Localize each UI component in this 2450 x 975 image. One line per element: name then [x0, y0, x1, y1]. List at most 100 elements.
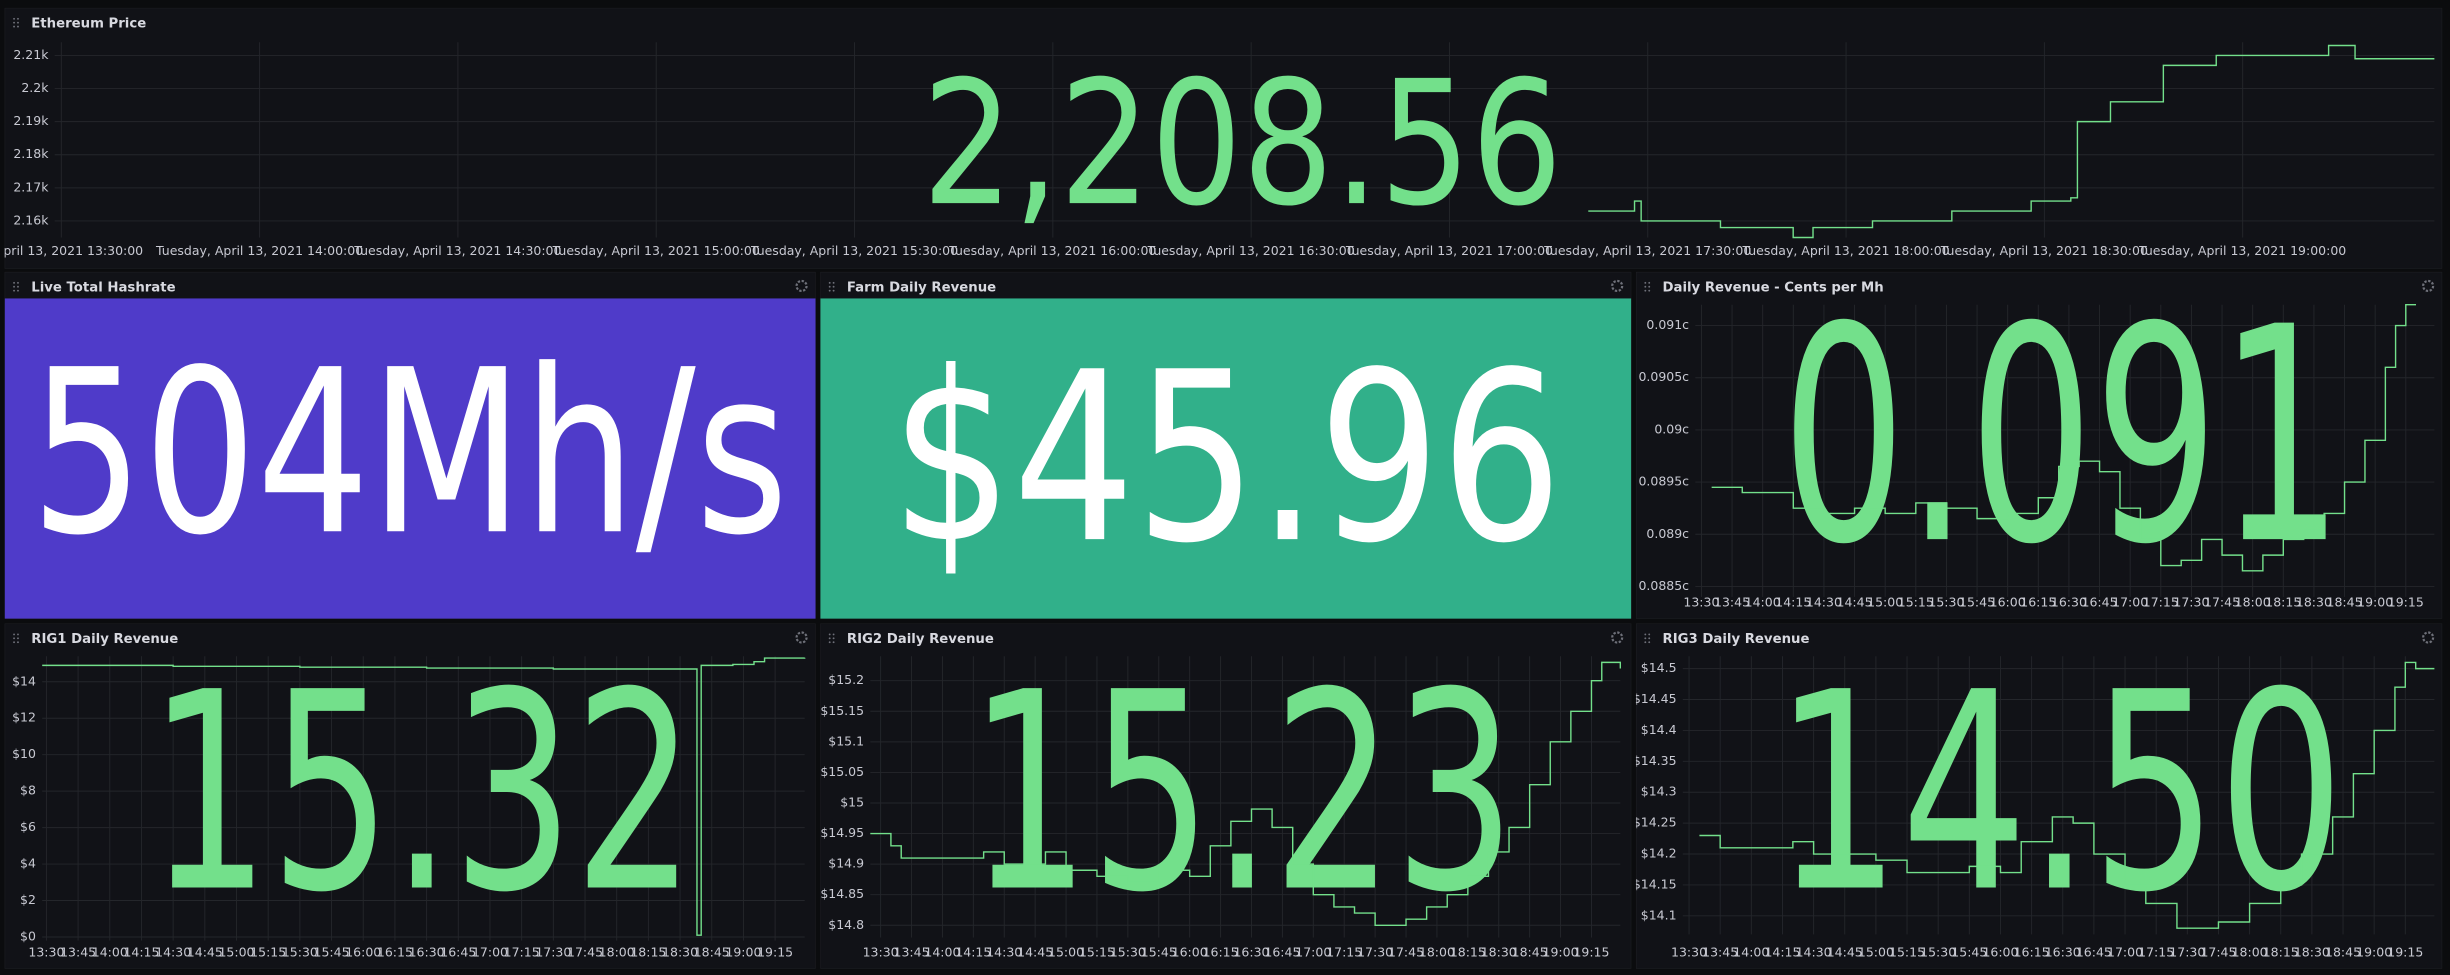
y-tick-label: 2.17k — [13, 179, 49, 194]
drag-dot — [832, 289, 835, 292]
drag-dot — [17, 281, 19, 284]
drag-dot — [13, 281, 15, 284]
y-tick-label: 2.2k — [21, 80, 49, 95]
x-tick-label: Tuesday, April 13, 2021 19:00:00 — [2138, 243, 2346, 258]
y-tick-label: $14.25 — [1633, 815, 1677, 830]
x-tick-label: 19:15 — [2388, 595, 2424, 610]
x-tick-label: 15:15 — [1898, 595, 1934, 610]
settings-icon[interactable] — [1611, 279, 1624, 293]
drag-dot — [1648, 641, 1651, 644]
x-tick-label: 17:45 — [2204, 595, 2240, 610]
x-tick-label: 14:00 — [92, 945, 128, 960]
x-tick-label: 13:45 — [1714, 595, 1750, 610]
settings-icon[interactable] — [795, 279, 808, 293]
panel: RIG1 Daily Revenue $0 $2 $4 $6 $8 $10 $12 $14 13:… — [4, 623, 816, 969]
x-tick-label: 16:15 — [2014, 945, 2050, 960]
x-tick-label: 19:00 — [1543, 945, 1579, 960]
drag-dot — [1648, 633, 1651, 636]
stat-bg — [4, 298, 816, 619]
drag-dot — [17, 637, 19, 640]
y-tick-label: $15 — [840, 794, 864, 809]
drag-dot — [1644, 641, 1647, 644]
x-tick-label: 16:15 — [1203, 945, 1239, 960]
drag-dot — [832, 641, 835, 644]
drag-dot — [13, 21, 15, 24]
y-tick-label: $14.35 — [1633, 753, 1677, 768]
drag-dot — [1644, 633, 1647, 636]
panel: Ethereum Price 2.16k 2.17k 2.18k 2.19k 2.2k 2.… — [4, 7, 2443, 269]
x-tick-label: 15:30 — [282, 945, 318, 960]
y-tick-label: $14.5 — [1641, 660, 1677, 675]
drag-dot — [828, 281, 831, 284]
drag-dot — [828, 285, 831, 288]
x-tick-label: 15:00 — [218, 945, 254, 960]
x-tick-label: 14:45 — [1017, 945, 1053, 960]
x-tick-label: 14:00 — [1745, 595, 1781, 610]
x-tick-label: 17:00 — [1295, 945, 1331, 960]
x-tick-label: 15:15 — [1889, 945, 1925, 960]
x-tick-label: 15:30 — [1920, 945, 1956, 960]
panel-bg — [1635, 271, 2443, 619]
drag-dot — [17, 641, 19, 644]
drag-dot — [828, 641, 831, 644]
x-tick-label: 17:15 — [2138, 945, 2174, 960]
settings-icon[interactable] — [795, 631, 808, 644]
x-tick-label: 17:00 — [472, 945, 508, 960]
panel: RIG2 Daily Revenue $14.8 $14.85 $14.9 $14.95… — [820, 623, 1632, 969]
x-tick-label: 18:15 — [2263, 945, 2299, 960]
x-tick-label: 15:00 — [1858, 945, 1894, 960]
settings-icon[interactable] — [1611, 631, 1624, 644]
y-tick-label: $14.2 — [1641, 846, 1677, 861]
x-tick-label: 14:45 — [187, 945, 223, 960]
x-tick-label: Tuesday, April 13, 2021 17:00:00 — [1345, 243, 1553, 258]
x-tick-label: 18:00 — [2235, 595, 2271, 610]
x-tick-label: 16:15 — [377, 945, 413, 960]
x-tick-label: 19:15 — [1573, 945, 1609, 960]
y-tick-label: 2.18k — [13, 146, 49, 161]
x-tick-label: 13:30 — [1683, 595, 1719, 610]
x-tick-label: 18:45 — [2327, 595, 2363, 610]
drag-dot — [17, 633, 19, 636]
x-tick-label: 19:00 — [725, 945, 761, 960]
drag-dot — [17, 21, 19, 24]
y-tick-label: $15.2 — [828, 672, 864, 687]
y-tick-label: 0.0905c — [1638, 369, 1689, 384]
panel: Daily Revenue - Cents per Mh 0.0885c 0.089… — [1635, 264, 2443, 619]
y-tick-label: $8 — [20, 783, 36, 798]
drag-dot — [1648, 285, 1651, 288]
x-tick-label: 19:15 — [2387, 945, 2423, 960]
x-tick-label: 16:30 — [2051, 595, 2087, 610]
x-tick-label: 15:45 — [1141, 945, 1177, 960]
x-tick-label: 14:00 — [1733, 945, 1769, 960]
x-tick-label: 17:45 — [1388, 945, 1424, 960]
big-value: $45.96 — [891, 322, 1563, 595]
x-tick-label: Tuesday, April 13, 2021 17:30:00 — [1543, 243, 1751, 258]
drag-dot — [832, 281, 835, 284]
x-tick-label: 16:45 — [2076, 945, 2112, 960]
drag-dot — [13, 637, 15, 640]
big-value: 0.091 — [1781, 264, 2344, 610]
big-value: 2,208.56 — [922, 43, 1563, 244]
drag-dot — [1644, 637, 1647, 640]
x-tick-label: 16:45 — [440, 945, 476, 960]
x-tick-label: 17:30 — [535, 945, 571, 960]
big-value: 15.23 — [969, 635, 1516, 953]
y-tick-label: $14.85 — [820, 886, 864, 901]
y-tick-label: $14.95 — [820, 825, 864, 840]
drag-dot — [13, 289, 15, 292]
panel-title: RIG1 Daily Revenue — [31, 632, 178, 647]
x-tick-label: 18:15 — [2265, 595, 2301, 610]
x-tick-label: 13:30 — [1671, 945, 1707, 960]
y-tick-label: $2 — [20, 892, 36, 907]
x-tick-label: 16:45 — [2082, 595, 2118, 610]
x-tick-label: 15:30 — [1110, 945, 1146, 960]
panel-bg — [4, 7, 2443, 269]
x-tick-label: 14:15 — [123, 945, 159, 960]
x-tick-label: 17:30 — [2169, 945, 2205, 960]
y-tick-label: $0 — [20, 928, 36, 943]
x-tick-label: 14:45 — [1827, 945, 1863, 960]
x-tick-label: Tuesday, April 13, 2021 14:30:00 — [353, 243, 561, 258]
drag-dot — [13, 285, 15, 288]
x-tick-label: 18:45 — [1512, 945, 1548, 960]
x-tick-label: 13:45 — [1702, 945, 1738, 960]
